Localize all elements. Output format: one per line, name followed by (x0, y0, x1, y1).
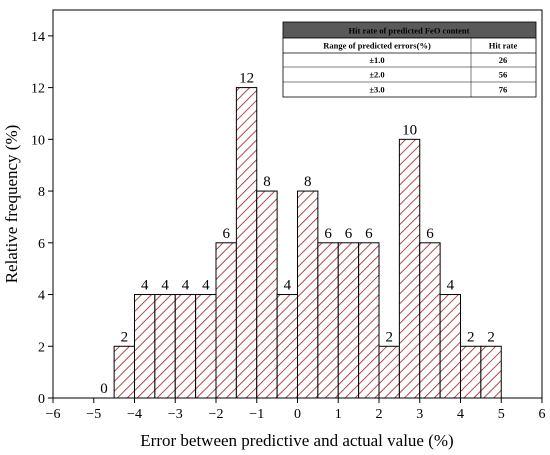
histogram-bar (337, 242, 360, 399)
x-tick-label: 2 (376, 407, 383, 422)
histogram-bar (460, 345, 482, 399)
bar-value-label: 6 (365, 226, 373, 242)
histogram-bar (398, 138, 421, 399)
bar-value-label: 4 (284, 278, 292, 294)
histogram-bar (378, 345, 400, 399)
histogram-bar (154, 294, 176, 399)
bar-value-label: 4 (202, 278, 210, 294)
histogram-bar (215, 242, 237, 399)
bar-value-label: 6 (324, 226, 332, 242)
x-axis-title: Error between predictive and actual valu… (140, 431, 453, 450)
histogram-bar (195, 294, 217, 399)
x-tick-label: −1 (249, 407, 264, 422)
x-tick-label: −2 (209, 407, 224, 422)
table-row-range: ±2.0 (369, 70, 384, 80)
bar-value-label: 6 (345, 226, 353, 242)
x-tick-label: −6 (46, 407, 61, 422)
bar-value-label: 2 (121, 329, 129, 345)
bar-value-label: 2 (385, 329, 393, 345)
bar-value-label: 0 (100, 381, 108, 397)
table-row-hit-rate: 26 (499, 55, 508, 65)
x-tick-label: 3 (416, 407, 423, 422)
y-tick-label: 14 (31, 30, 45, 45)
histogram-bar (317, 242, 339, 399)
table-body (282, 37, 537, 98)
bar-value-label: 4 (141, 278, 149, 294)
table-header-range: Range of predicted errors(%) (323, 41, 431, 51)
bar-value-label: 2 (467, 329, 475, 345)
bar-value-label: 4 (161, 278, 169, 294)
histogram-bar (235, 87, 258, 399)
bar-value-label: 2 (487, 329, 495, 345)
histogram-bar (480, 345, 502, 399)
histogram-bar (276, 294, 298, 399)
x-tick-label: 6 (539, 407, 546, 422)
y-tick-label: 6 (38, 237, 45, 252)
x-tick-label: 4 (457, 407, 464, 422)
histogram-bar (297, 190, 319, 399)
y-tick-label: 12 (31, 82, 45, 97)
histogram-bar (134, 294, 156, 399)
bar-value-label: 6 (222, 226, 230, 242)
y-axis-title: Relative frequency (%) (2, 125, 21, 284)
hit-rate-table: Hit rate of predicted FeO content Range … (282, 21, 537, 98)
y-tick-label: 10 (31, 133, 45, 148)
x-tick-label: 1 (335, 407, 342, 422)
x-axis-ticks: −6 −5 −4 −3 −2 −1 0 1 2 3 4 5 6 (46, 398, 546, 422)
y-axis-ticks: 0 2 4 6 8 10 12 14 (31, 30, 53, 407)
table-row-range: ±3.0 (369, 85, 384, 95)
y-tick-label: 2 (38, 340, 45, 355)
bars-group (113, 87, 502, 399)
histogram-bar (439, 294, 461, 399)
x-tick-label: 0 (294, 407, 301, 422)
x-tick-label: −5 (86, 407, 101, 422)
histogram-bar (358, 242, 380, 399)
bar-value-label: 4 (447, 278, 455, 294)
table-header-hit-rate: Hit rate (489, 41, 518, 51)
x-tick-label: 5 (498, 407, 505, 422)
table-title: Hit rate of predicted FeO content (349, 26, 470, 36)
histogram-bar (174, 294, 197, 399)
bar-value-label: 8 (304, 174, 312, 190)
table-row-hit-rate: 56 (499, 70, 508, 80)
bar-value-label: 8 (263, 174, 271, 190)
bar-value-label: 6 (426, 226, 434, 242)
histogram-bar (419, 242, 441, 399)
bar-value-label: 10 (402, 122, 417, 138)
bar-value-label: 4 (182, 278, 190, 294)
y-tick-label: 8 (38, 185, 45, 200)
y-tick-label: 0 (38, 392, 45, 407)
table-row-hit-rate: 76 (499, 85, 508, 95)
table-row-range: ±1.0 (369, 55, 384, 65)
x-tick-label: −4 (127, 407, 142, 422)
bar-value-label: 12 (239, 71, 254, 87)
y-tick-label: 4 (38, 289, 45, 304)
histogram-bar (113, 345, 135, 399)
histogram-bar (256, 190, 278, 399)
x-tick-label: −3 (168, 407, 183, 422)
